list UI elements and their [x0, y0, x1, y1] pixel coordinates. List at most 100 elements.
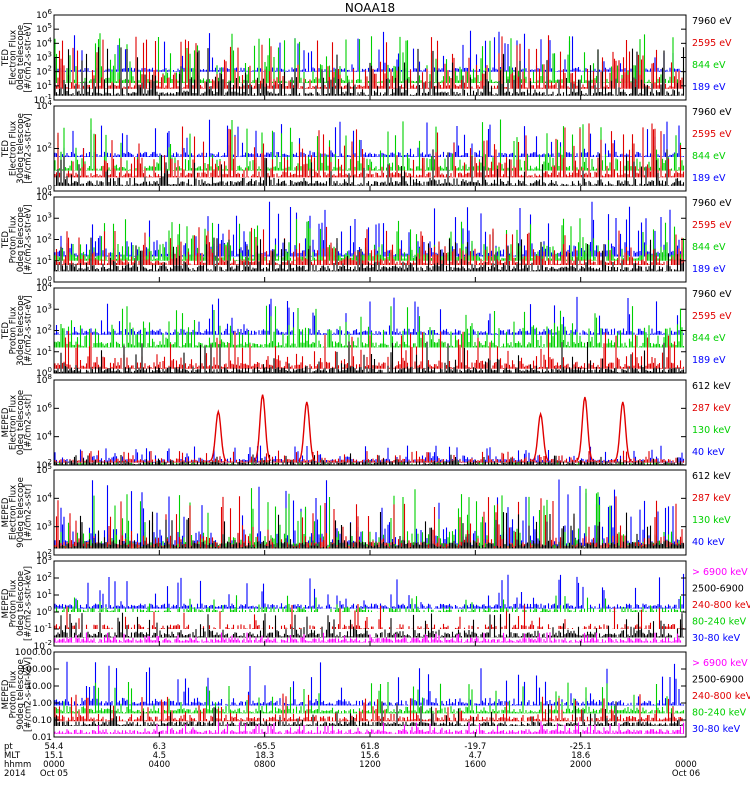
panel-4-ylabel-line-4: [#/cm2-s-str-eV]	[24, 295, 34, 365]
panel-4-legend-3: 844 eV	[692, 333, 726, 344]
panel-8-series-magenta	[54, 721, 685, 734]
x-tick-7-date: Oct 06	[672, 769, 700, 779]
panel-1-ylabel-line-2: Electron Flux	[9, 30, 19, 85]
panel-8: 0.01 0.10 1.00 10.00 100.00 1000.00 MEPEDProto…	[1, 648, 750, 743]
panel-5-ytick-3: 106	[36, 401, 52, 414]
panel-5-peak-5	[576, 396, 594, 462]
panel-5-peak-4	[532, 411, 550, 462]
panel-2-ylabel-line-2: Electron Flux	[9, 121, 19, 176]
panel-5-legend-2: 287 keV	[692, 403, 731, 414]
panel-1-ytick-2: 101	[36, 79, 52, 92]
x-tick-6-pt: -25.1	[570, 742, 592, 752]
x-tick-3-hhmm: 0800	[254, 760, 276, 770]
x-tick-7-hhmm: 0000	[675, 760, 697, 770]
panel-8-legend-5: 30-80 keV	[692, 724, 741, 735]
panel-4-ytick-3: 102	[36, 324, 52, 337]
panel-8-legend-1: > 6900 keV	[692, 658, 748, 669]
panel-4-ylabel-line-3: 30deg telescope	[16, 295, 26, 366]
x-tick-5-pt: -19.7	[464, 742, 486, 752]
panel-7-ytick-3: 100	[36, 605, 52, 618]
panel-7-ylabel-line-2: Proton Flux	[9, 580, 19, 628]
panel-2-ytick-1: 100	[36, 184, 52, 197]
panel-7-ytick-6: 103	[36, 554, 52, 567]
panel-5-legend-1: 612 keV	[692, 381, 731, 392]
panel-6-ylabel-line-1: MEPED	[1, 497, 11, 527]
panel-5-ytick-2: 104	[36, 430, 52, 443]
panel-7-ytick-1: 10-2	[34, 639, 52, 652]
panel-3-legend-3: 844 eV	[692, 242, 726, 253]
panel-5-peak-1	[209, 409, 227, 462]
panel-2-legend-4: 189 eV	[692, 173, 726, 184]
panel-7-ylabel-line-1: MEPED	[1, 588, 11, 618]
panel-5-legend-3: 130 keV	[692, 425, 731, 436]
x-row-label-MLT: MLT	[4, 751, 21, 761]
panel-3-ytick-4: 103	[36, 211, 52, 224]
panel-1-ytick-6: 105	[36, 22, 52, 35]
panel-1-legend-2: 2595 eV	[692, 38, 732, 49]
panel-8-ytick-2: 0.10	[32, 716, 52, 726]
x-tick-6-mlt: 18.6	[571, 751, 590, 761]
panel-4-legend-2: 2595 eV	[692, 311, 732, 322]
panel-3-ytick-1: 100	[36, 275, 52, 288]
x-tick-3-pt: -65.5	[254, 742, 276, 752]
panel-1-ylabel-line-4: [#/cm2-s-str-eV]	[24, 22, 34, 92]
panel-2-legend-1: 7960 eV	[692, 107, 732, 118]
panel-3-legend-1: 7960 eV	[692, 198, 732, 209]
panel-2-ylabel-line-4: [#/cm2-s-str-eV]	[24, 113, 34, 183]
x-tick-2-pt: 6.3	[153, 742, 167, 752]
panel-1-ylabel-line-1: TED	[1, 48, 11, 67]
panel-1-ylabel-line-3: 0deg telescope	[16, 25, 26, 90]
panel-5-peak-3	[298, 401, 316, 462]
panel-3-ytick-3: 102	[36, 233, 52, 246]
panel-2-ytick-2: 102	[36, 142, 52, 155]
panel-7-legend-2: 2500-6900	[692, 584, 744, 595]
panel-3-ylabel-line-2: Proton Flux	[9, 216, 19, 264]
panel-4-ytick-5: 104	[36, 281, 52, 294]
panel-1-ytick-3: 102	[36, 65, 52, 78]
panel-4-ytick-2: 101	[36, 345, 52, 358]
panel-7-ylabel-line-4: [#/cm2-s-str-keV]	[24, 566, 34, 641]
panel-5-peak-6	[614, 401, 632, 462]
panel-4-ylabel-line-1: TED	[1, 321, 11, 340]
panel-6-ylabel-line-2: Electron Flux	[9, 485, 19, 540]
panel-5-peak-2	[254, 394, 272, 462]
panel-8-ytick-6: 1000.00	[15, 648, 52, 658]
panel-8-ylabel-line-1: MEPED	[1, 679, 11, 709]
panel-7-series-blue	[54, 573, 685, 609]
panel-8-series-blue	[54, 661, 685, 706]
x-tick-3-mlt: 18.3	[255, 751, 274, 761]
panel-1-series-blue	[54, 30, 685, 72]
panel-2-ylabel-line-1: TED	[1, 139, 11, 158]
panel-7-ytick-4: 101	[36, 588, 52, 601]
panel-5-ylabel-line-4: [#/cm2-s-str]	[24, 394, 34, 451]
x-tick-5-hhmm: 1600	[465, 760, 487, 770]
plot-title: NOAA18	[345, 1, 395, 15]
panel-8-ylabel-line-2: Proton Flux	[9, 671, 19, 719]
panel-5-ylabel-line-1: MEPED	[1, 407, 11, 437]
panel-8-frame	[53, 651, 687, 738]
x-tick-4-mlt: 15.6	[361, 751, 380, 761]
x-row-label-hhmm: hhmm	[4, 760, 31, 770]
x-tick-1-pt: 54.4	[45, 742, 64, 752]
panel-1-ytick-1: 10-1	[34, 93, 52, 106]
panel-4-series-green	[54, 305, 685, 348]
panel-7-legend-1: > 6900 keV	[692, 567, 748, 578]
x-tick-5-mlt: 4.7	[469, 751, 483, 761]
panel-8-ytick-5: 100.00	[21, 665, 53, 675]
panel-1-legend-4: 189 eV	[692, 82, 726, 93]
panel-8-ytick-4: 10.00	[26, 682, 52, 692]
panel-5-legend-4: 40 keV	[692, 447, 725, 458]
panel-7-legend-3: 240-800 keV	[692, 600, 750, 611]
panel-7-frame	[53, 560, 687, 647]
panel-1-ytick-5: 104	[36, 36, 52, 49]
panel-6-legend-2: 287 keV	[692, 493, 731, 504]
panel-6-ylabel-line-4: [#/cm2-s-str]	[24, 484, 34, 541]
panel-8-series-red	[54, 693, 685, 722]
